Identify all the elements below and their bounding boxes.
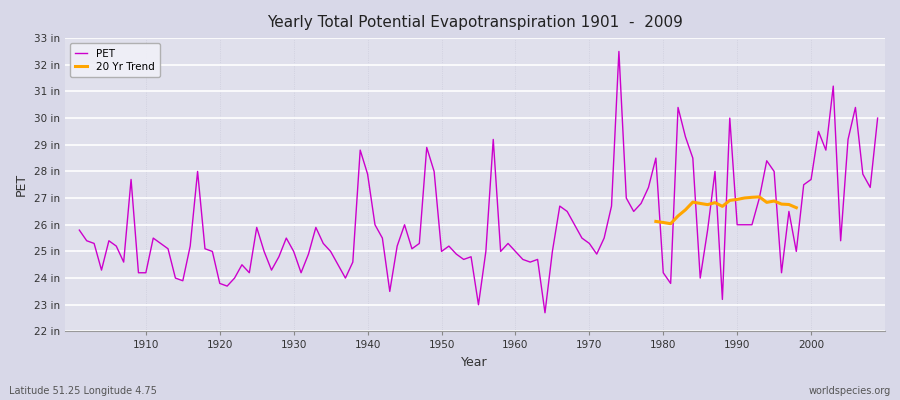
PET xyxy=(510,249,521,254)
Text: worldspecies.org: worldspecies.org xyxy=(809,386,891,396)
20 Yr Trend xyxy=(754,194,765,199)
20 Yr Trend xyxy=(776,202,787,206)
20 Yr Trend xyxy=(769,199,779,204)
20 Yr Trend xyxy=(724,198,735,203)
20 Yr Trend xyxy=(680,208,691,212)
X-axis label: Year: Year xyxy=(462,356,488,369)
20 Yr Trend xyxy=(732,197,742,202)
Line: 20 Yr Trend: 20 Yr Trend xyxy=(656,197,796,224)
20 Yr Trend xyxy=(651,219,661,224)
PET xyxy=(872,116,883,120)
20 Yr Trend xyxy=(717,204,728,209)
20 Yr Trend xyxy=(665,221,676,226)
20 Yr Trend xyxy=(672,214,683,218)
PET xyxy=(74,228,85,232)
PET xyxy=(614,49,625,54)
Legend: PET, 20 Yr Trend: PET, 20 Yr Trend xyxy=(70,43,160,77)
20 Yr Trend xyxy=(688,200,698,204)
20 Yr Trend xyxy=(784,202,795,207)
Line: PET: PET xyxy=(79,52,878,313)
PET xyxy=(606,204,616,208)
PET xyxy=(540,310,551,315)
Title: Yearly Total Potential Evapotranspiration 1901  -  2009: Yearly Total Potential Evapotranspiratio… xyxy=(266,15,683,30)
20 Yr Trend xyxy=(739,196,750,200)
PET xyxy=(340,276,351,280)
20 Yr Trend xyxy=(791,205,802,210)
Y-axis label: PET: PET xyxy=(15,173,28,196)
20 Yr Trend xyxy=(695,201,706,206)
PET xyxy=(296,270,307,275)
20 Yr Trend xyxy=(658,220,669,225)
PET xyxy=(133,270,144,275)
PET xyxy=(502,241,513,246)
20 Yr Trend xyxy=(761,200,772,205)
20 Yr Trend xyxy=(747,195,758,200)
20 Yr Trend xyxy=(709,200,720,205)
Text: Latitude 51.25 Longitude 4.75: Latitude 51.25 Longitude 4.75 xyxy=(9,386,157,396)
20 Yr Trend xyxy=(702,202,713,207)
